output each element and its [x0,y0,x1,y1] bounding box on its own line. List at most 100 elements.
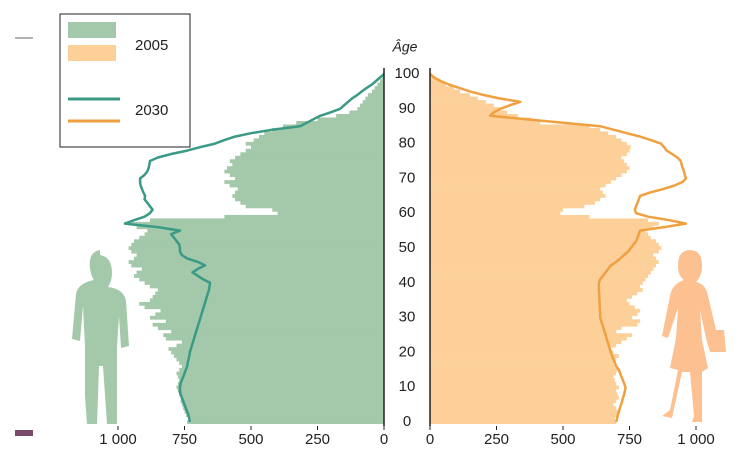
y-tick-label: 100 [394,65,419,82]
bar [430,294,633,299]
bar [430,333,633,338]
bar [139,235,384,240]
bar [152,294,384,299]
bar [430,82,446,87]
bar [430,197,601,202]
bar [430,93,470,97]
bar [179,368,384,372]
bar [430,322,638,327]
bar [430,395,619,400]
bar [144,232,384,237]
bar [430,270,651,275]
bar [229,159,384,164]
bar [362,100,384,104]
bar [430,277,646,282]
bar [245,141,384,146]
bar [430,89,461,94]
bar [430,375,614,379]
bar [430,340,622,344]
bar [430,361,614,365]
bar [179,361,384,365]
bar [360,103,384,108]
bar [430,127,601,132]
bar [237,187,384,191]
x-tick-label: 250 [305,431,330,448]
bar [430,214,590,219]
bar [430,305,635,310]
bar [264,131,384,136]
bar [430,131,609,136]
bar [272,127,384,132]
y-tick-label: 20 [399,343,416,360]
bar [181,340,384,344]
bar [128,246,384,251]
bar [235,197,384,202]
bar [165,336,384,341]
bar [430,284,641,289]
bar [235,155,384,160]
bar [179,378,384,383]
x-tick-label: 500 [550,431,575,448]
bar [183,406,384,411]
bar [430,406,617,411]
bar [240,201,384,205]
bar [357,107,384,111]
bar [430,134,617,139]
bar [168,347,384,351]
bar [430,79,441,83]
bar [430,402,614,407]
x-tick-label: 0 [426,431,434,448]
bar [157,288,384,292]
bar [131,263,384,268]
edge-mark [15,430,33,436]
x-tick-label: 250 [484,431,509,448]
line [123,73,385,423]
y-tick-label: 80 [399,135,416,152]
bar [430,249,659,254]
bar [177,375,384,379]
bar [430,141,627,146]
bar [368,93,384,97]
bar [171,329,384,334]
bar [232,194,384,198]
bar [179,392,384,397]
bar [430,117,532,122]
y-tick-label: 10 [399,378,416,395]
bar [430,409,619,414]
bar [430,180,611,184]
bar [430,312,638,317]
bar [430,354,619,358]
bar [336,114,384,118]
bar [430,107,501,111]
bar [245,204,384,209]
bar [430,319,641,324]
bar [235,176,384,181]
bar [430,399,617,404]
bar [136,225,384,230]
bar [430,350,614,355]
male-figure [72,250,129,424]
bar [349,110,384,115]
bar [144,305,384,310]
bar [160,308,384,313]
bar [430,166,630,170]
bar [365,96,384,101]
bar [224,214,384,219]
bar [176,343,384,348]
bar [155,291,384,296]
bar [139,301,384,306]
female-figure [662,250,726,422]
bar [229,173,384,177]
bar [430,326,622,331]
bar [251,145,384,150]
bar [282,124,384,129]
bar [372,89,384,94]
bar [272,207,384,212]
bar [430,242,659,247]
bar [430,228,646,233]
y-tick-label: 0 [403,413,411,430]
plot [123,72,688,425]
bar [430,162,627,167]
bar [430,235,651,240]
